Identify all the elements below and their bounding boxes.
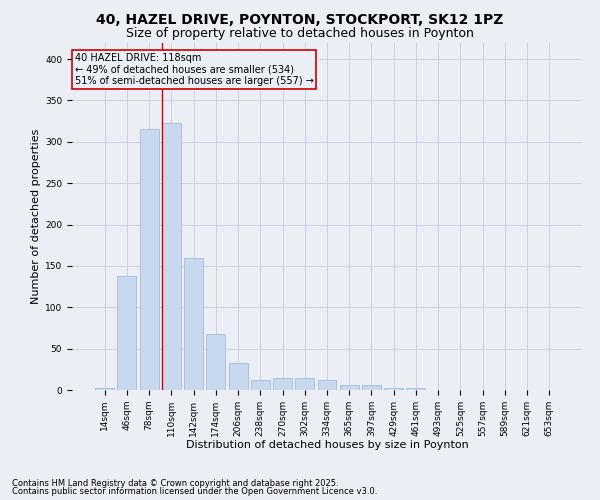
Y-axis label: Number of detached properties: Number of detached properties: [31, 128, 41, 304]
Bar: [384, 388, 403, 390]
Bar: [95, 388, 114, 390]
Bar: [184, 258, 203, 390]
Bar: [273, 378, 292, 390]
Bar: [340, 385, 359, 390]
Bar: [162, 123, 181, 390]
X-axis label: Distribution of detached houses by size in Poynton: Distribution of detached houses by size …: [185, 440, 469, 450]
Bar: [362, 385, 381, 390]
Text: Contains HM Land Registry data © Crown copyright and database right 2025.: Contains HM Land Registry data © Crown c…: [12, 478, 338, 488]
Bar: [140, 128, 158, 390]
Bar: [317, 380, 337, 390]
Bar: [206, 334, 225, 390]
Bar: [118, 276, 136, 390]
Text: 40, HAZEL DRIVE, POYNTON, STOCKPORT, SK12 1PZ: 40, HAZEL DRIVE, POYNTON, STOCKPORT, SK1…: [97, 12, 503, 26]
Bar: [229, 362, 248, 390]
Bar: [251, 380, 270, 390]
Text: Contains public sector information licensed under the Open Government Licence v3: Contains public sector information licen…: [12, 487, 377, 496]
Bar: [295, 378, 314, 390]
Text: Size of property relative to detached houses in Poynton: Size of property relative to detached ho…: [126, 28, 474, 40]
Bar: [406, 388, 425, 390]
Text: 40 HAZEL DRIVE: 118sqm
← 49% of detached houses are smaller (534)
51% of semi-de: 40 HAZEL DRIVE: 118sqm ← 49% of detached…: [74, 53, 313, 86]
